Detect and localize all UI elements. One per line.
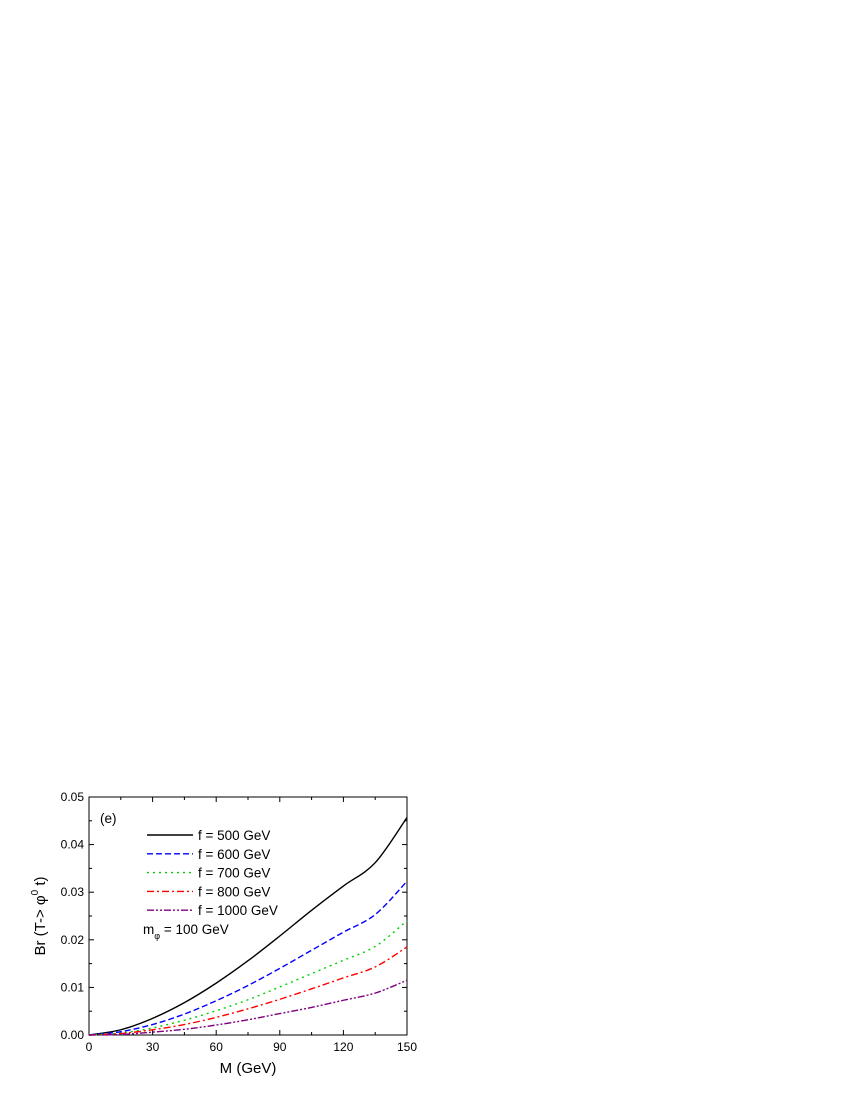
mass-annotation-text: = 100 GeV xyxy=(160,922,229,937)
y-tick-label: 0.04 xyxy=(61,838,85,852)
series-line-3 xyxy=(88,920,408,1036)
series-line-5 xyxy=(88,979,408,1036)
series-line-4 xyxy=(88,946,408,1036)
x-tick-label: 30 xyxy=(146,1040,160,1054)
mass-annotation-symbol: m xyxy=(143,922,154,937)
y-tick-label: 0.01 xyxy=(61,980,85,994)
legend-label-3: f = 700 GeV xyxy=(198,866,270,881)
legend-label-5: f = 1000 GeV xyxy=(198,903,278,918)
legend-label-2: f = 600 GeV xyxy=(198,847,270,862)
y-axis-title: Br (T-> φ0 t) xyxy=(30,876,49,955)
y-tick-label: 0.03 xyxy=(61,885,85,899)
y-axis: 0.00 0.01 0.02 0.03 0.04 0.05 xyxy=(61,790,407,1042)
x-tick-label: 90 xyxy=(273,1040,287,1054)
legend-label-4: f = 800 GeV xyxy=(198,884,270,899)
series-line-2 xyxy=(88,880,408,1036)
mass-annotation-subscript: φ xyxy=(154,931,160,941)
y-tick-label: 0.02 xyxy=(61,933,85,947)
panel-label: (e) xyxy=(100,811,117,826)
y-tick-label: 0.00 xyxy=(61,1028,85,1042)
x-tick-label: 0 xyxy=(86,1040,93,1054)
y-axis-title-suffix: t) xyxy=(32,876,49,889)
y-axis-title-symbol: φ xyxy=(32,895,49,905)
y-axis-title-prefix: Br (T-> xyxy=(32,905,49,955)
x-tick-label: 150 xyxy=(397,1040,417,1054)
series-line-1 xyxy=(88,817,408,1036)
x-tick-label: 120 xyxy=(333,1040,353,1054)
x-tick-label: 60 xyxy=(210,1040,224,1054)
legend-label-1: f = 500 GeV xyxy=(198,828,270,843)
x-axis-title: M (GeV) xyxy=(220,1060,277,1077)
series-layer xyxy=(88,817,408,1036)
legend: f = 500 GeV f = 600 GeV f = 700 GeV f = 800… xyxy=(147,828,278,918)
mass-annotation: mφ = 100 GeV xyxy=(143,922,229,941)
y-axis-title-superscript: 0 xyxy=(30,889,41,895)
x-axis: 0 30 60 90 120 150 xyxy=(86,797,417,1054)
y-tick-label: 0.05 xyxy=(61,790,85,804)
